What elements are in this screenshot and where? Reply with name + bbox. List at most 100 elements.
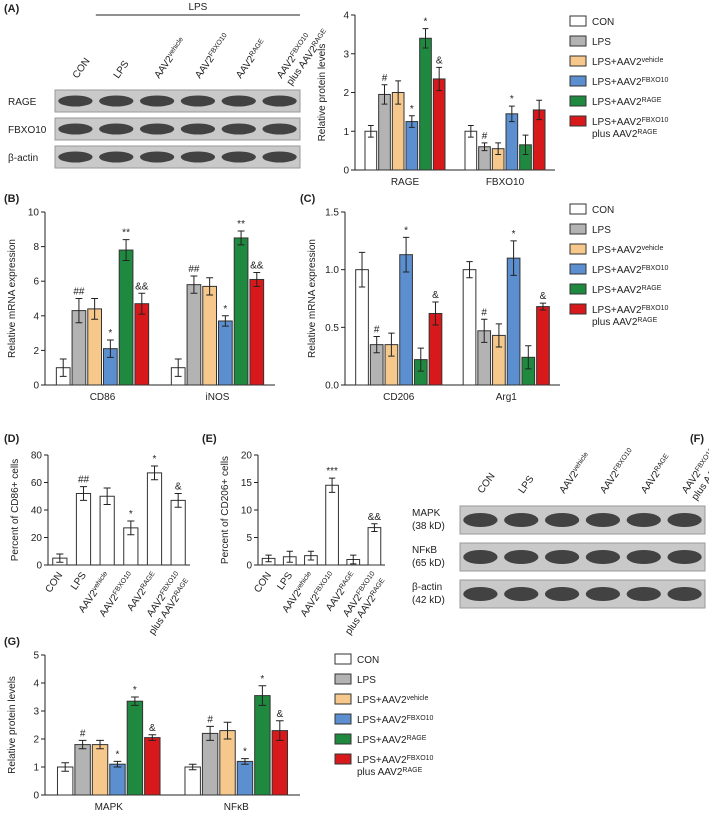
bar (118, 249, 134, 386)
blot-band (139, 151, 175, 163)
superscript: FBXO10 (694, 447, 709, 473)
row-label: (65 kD) (412, 558, 445, 569)
bar (184, 766, 201, 796)
error-bar (131, 696, 139, 706)
x-tick-label: FBXO10 (486, 177, 525, 188)
error-bar (75, 298, 83, 324)
error-bar (223, 721, 232, 740)
legend-label: LPS+AAV2FBXO10 (592, 265, 669, 277)
text-part: LPS (592, 37, 611, 48)
error-bar (275, 720, 284, 741)
legend-swatch (334, 713, 352, 725)
significance-label: * (404, 225, 408, 236)
error-bar (113, 760, 122, 768)
error-bar (367, 124, 374, 138)
text-part: LPS+AAV2 (592, 117, 642, 128)
row-label: β-actin (8, 153, 38, 164)
blot-band (463, 587, 498, 601)
error-bar (127, 520, 135, 536)
blot-band (221, 123, 256, 135)
row-label: MAPK (412, 508, 441, 519)
error-bar (522, 134, 529, 155)
lane-label: CON (71, 56, 93, 81)
lane-label: LPS (517, 474, 537, 496)
text-part: AAV2 (639, 469, 663, 496)
legend-label: LPS+AAV2RAGE (357, 735, 427, 747)
blot-band (262, 95, 297, 107)
bar (432, 78, 446, 171)
legend-label: LPS+AAV2RAGE (592, 285, 662, 297)
legend-swatch (569, 243, 587, 255)
y-tick-label: 0 (36, 561, 42, 572)
superscript: RAGE (653, 452, 670, 473)
panel-label: (G) (4, 636, 20, 648)
text-part: CON (252, 570, 274, 595)
blot-band (180, 151, 216, 163)
significance-label: & (432, 290, 439, 301)
lane-label: LPS (112, 59, 132, 81)
blot-band (667, 587, 702, 601)
error-bar (91, 298, 99, 320)
bar (201, 732, 219, 796)
error-bar (395, 80, 402, 105)
significance-label: & (149, 723, 156, 734)
error-bar (525, 345, 532, 370)
y-tick-label: 10 (28, 208, 40, 219)
panel-label: (A) (4, 3, 20, 15)
bar (325, 484, 339, 566)
blot-band (585, 513, 621, 527)
superscript: FBXO10 (407, 715, 434, 722)
blot-band (544, 587, 580, 601)
error-bar (103, 487, 111, 505)
blot-band (544, 550, 580, 564)
text-part: AAV2 (558, 469, 582, 496)
panel-label: (F) (690, 433, 704, 445)
bar (91, 744, 109, 796)
error-bar (138, 292, 146, 315)
legend-label: LPS+AAV2FBXO10 (357, 715, 434, 727)
text-part: AAV2 (598, 469, 622, 496)
error-bar (241, 758, 249, 765)
error-bar (122, 239, 130, 261)
blot-band (463, 550, 498, 564)
significance-label: * (223, 304, 227, 315)
error-bar (174, 493, 182, 508)
blot-band (626, 550, 661, 564)
legend-swatch (569, 223, 587, 235)
blot-band (585, 587, 621, 601)
y-tick-label: 0 (33, 381, 39, 392)
x-tick-label: MAPK (95, 802, 124, 813)
error-bar (206, 277, 214, 296)
significance-label: && (135, 281, 149, 292)
lane-label: AAV2vehicle (557, 451, 593, 496)
text-part: LPS+AAV2 (592, 245, 642, 256)
row-label: FBXO10 (8, 125, 47, 136)
y-tick-label: 3 (343, 49, 349, 60)
superscript: vehicle (294, 570, 312, 592)
text-part: LPS (357, 675, 376, 686)
row-label: NFκB (412, 545, 437, 556)
error-bar (190, 275, 198, 294)
panel-label: (E) (202, 433, 217, 445)
error-bar (495, 323, 503, 348)
superscript: FBXO10 (612, 447, 633, 473)
significance-label: *** (326, 466, 338, 477)
bar (233, 237, 249, 386)
y-tick-label: 4 (343, 11, 349, 22)
superscript: vehicle (642, 245, 664, 252)
significance-label: * (410, 104, 414, 115)
error-bar (206, 725, 214, 741)
y-tick-label: 2 (343, 88, 349, 99)
y-tick-label: 4 (33, 679, 39, 690)
superscript: FBXO10 (111, 570, 132, 596)
text-part: LPS+AAV2 (357, 735, 407, 746)
legend-swatch (569, 263, 587, 275)
text-part: LPS (517, 474, 537, 496)
y-tick-label: 1.0 (325, 265, 339, 276)
legend-swatch (569, 95, 587, 107)
text-part: CON (44, 570, 66, 595)
error-bar (96, 739, 104, 750)
lane-label: AAV2RAGE (234, 37, 269, 80)
error-bar (59, 358, 67, 377)
text-part: LPS (592, 225, 611, 236)
